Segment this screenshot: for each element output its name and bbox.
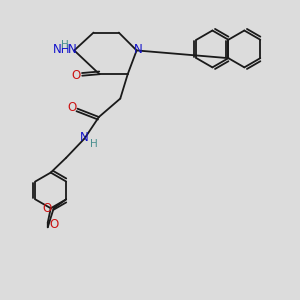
Text: H: H	[61, 40, 69, 50]
Text: NH: NH	[53, 43, 70, 56]
Text: N: N	[68, 43, 77, 56]
Text: O: O	[67, 101, 76, 114]
Text: N: N	[134, 43, 142, 56]
Text: N: N	[80, 131, 88, 144]
Text: H: H	[90, 139, 98, 149]
Text: O: O	[43, 202, 52, 215]
Text: O: O	[50, 218, 59, 230]
Text: O: O	[72, 69, 81, 82]
